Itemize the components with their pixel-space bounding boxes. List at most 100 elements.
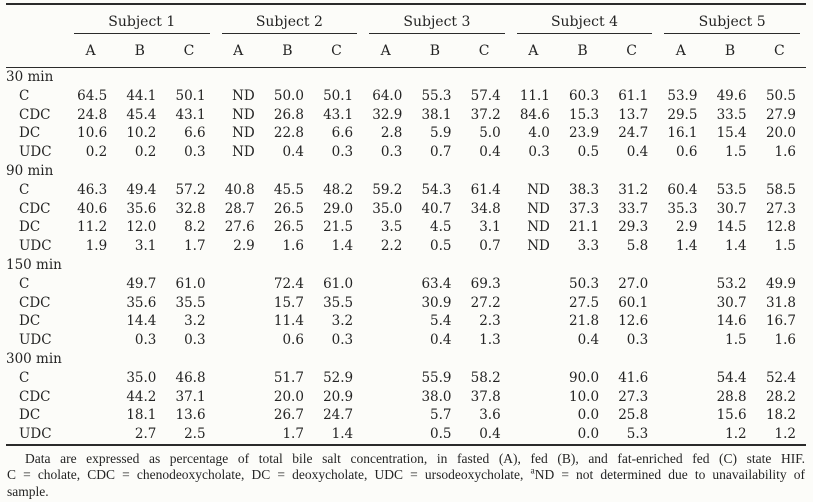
value-cell xyxy=(658,406,707,425)
value-cell: 28.8 xyxy=(716,388,747,405)
value-cell: 37.2 xyxy=(470,106,501,123)
value-cell: 2.3 xyxy=(479,313,501,330)
value-cell: 28.2 xyxy=(765,388,796,405)
value-cell: 26.5 xyxy=(273,200,304,217)
time-group-label: 300 min xyxy=(6,350,62,367)
value-cell: 84.6 xyxy=(519,106,550,123)
value-cell xyxy=(216,388,265,407)
value-cell: 1.4 xyxy=(331,426,354,443)
table-row: DC 11.2 12.0 8.2 27.6 26.5 21.5 3.5 4.5 3.1 ND 21.1… xyxy=(6,218,806,237)
value-cell xyxy=(68,388,117,407)
value-cell: 25.8 xyxy=(618,407,649,424)
condition-header-label: B xyxy=(264,34,314,68)
value-cell: ND xyxy=(232,87,255,104)
subject-header-row: Subject 1 Subject 2 Subject 3 Subject 4 Subj… xyxy=(6,4,806,34)
value-cell: 24.7 xyxy=(323,407,354,424)
value-cell: 59.2 xyxy=(372,181,403,198)
condition-header-label: A xyxy=(363,34,413,68)
value-cell xyxy=(658,425,707,445)
bile-salt-row-label: CDC xyxy=(19,388,51,405)
value-cell: 24.7 xyxy=(618,125,649,142)
value-cell: 22.8 xyxy=(273,125,304,142)
value-cell: 6.6 xyxy=(184,125,206,142)
value-cell xyxy=(511,369,560,388)
value-cell: 53.5 xyxy=(716,181,747,198)
table-footnote: Data are expressed as percentage of tota… xyxy=(7,451,805,500)
value-cell: 0.6 xyxy=(282,332,304,349)
subject-header-cell: Subject 1 xyxy=(68,4,216,34)
value-cell: 4.0 xyxy=(528,125,550,142)
table-row: UDC 0.2 0.2 0.3 ND 0.4 0.3 0.3 0.7 0.4 0.3 0.5 0.4 0.… xyxy=(6,143,806,162)
value-cell: 11.1 xyxy=(519,87,550,104)
value-cell: 35.5 xyxy=(323,294,354,311)
value-cell: 50.3 xyxy=(569,275,600,292)
value-cell: 32.8 xyxy=(175,200,206,217)
value-cell: 50.5 xyxy=(765,87,796,104)
value-cell xyxy=(68,294,117,313)
condition-header-label: B xyxy=(707,34,757,68)
value-cell: 48.2 xyxy=(323,181,354,198)
value-cell: 2.8 xyxy=(380,125,403,142)
bile-salt-row-label: UDC xyxy=(19,144,52,161)
subject-header-label: Subject 1 xyxy=(74,14,210,34)
time-group-row: 150 min xyxy=(6,256,806,275)
value-cell: 1.7 xyxy=(282,426,304,443)
value-cell: 38.3 xyxy=(569,181,600,198)
value-cell: 3.3 xyxy=(577,238,600,255)
time-group-row: 90 min xyxy=(6,162,806,181)
bile-salt-row-label: DC xyxy=(19,313,41,330)
value-cell: 20.0 xyxy=(273,388,304,405)
value-cell: 46.8 xyxy=(175,369,206,386)
table-row: UDC 1.9 3.1 1.7 2.9 1.6 1.4 2.2 0.5 0.7 ND 3.3 5.8 1.… xyxy=(6,237,806,256)
value-cell: 1.2 xyxy=(725,426,747,443)
value-cell: 34.8 xyxy=(470,200,501,217)
bile-salt-row-label: CDC xyxy=(19,294,51,311)
value-cell: 35.0 xyxy=(372,200,403,217)
table-row: UDC 0.3 0.3 0.6 0.3 0.4 1.3 0.4 0.3 1.5 1.6 xyxy=(6,331,806,350)
value-cell: 0.3 xyxy=(331,332,354,349)
value-cell: ND xyxy=(527,238,550,255)
value-cell: 49.6 xyxy=(716,87,747,104)
value-cell xyxy=(658,331,707,350)
value-cell: 3.1 xyxy=(479,219,501,236)
value-cell: 2.7 xyxy=(134,426,157,443)
value-cell: 0.2 xyxy=(85,144,108,161)
value-cell: 0.7 xyxy=(430,144,452,161)
value-cell: 49.7 xyxy=(126,275,157,292)
value-cell: 27.9 xyxy=(765,106,796,123)
value-cell: 0.4 xyxy=(282,144,304,161)
value-cell: 51.7 xyxy=(273,369,304,386)
value-cell: 54.4 xyxy=(716,369,747,386)
subject-header-cell: Subject 2 xyxy=(216,4,364,34)
value-cell: 10.0 xyxy=(569,388,600,405)
bile-salt-row-label: C xyxy=(19,369,30,386)
bile-salt-row-label: DC xyxy=(19,407,41,424)
value-cell xyxy=(658,388,707,407)
value-cell: 53.9 xyxy=(667,87,698,104)
value-cell: 55.3 xyxy=(421,87,452,104)
value-cell xyxy=(363,369,412,388)
value-cell xyxy=(216,294,265,313)
value-cell: 54.3 xyxy=(421,181,452,198)
subject-header-label: Subject 4 xyxy=(516,14,653,34)
value-cell: ND xyxy=(527,200,550,217)
table-row: CDC 24.8 45.4 43.1 ND 26.8 43.1 32.9 38.1 37.2 84.… xyxy=(6,106,806,125)
value-cell: 29.3 xyxy=(618,219,649,236)
value-cell xyxy=(363,312,412,331)
value-cell: 37.3 xyxy=(569,200,600,217)
value-cell xyxy=(511,425,560,445)
condition-header-label: A xyxy=(215,34,265,68)
value-cell: 11.2 xyxy=(77,219,108,236)
value-cell: 0.3 xyxy=(626,332,649,349)
bile-salt-row-label: C xyxy=(19,87,30,104)
bile-salt-table: Subject 1 Subject 2 Subject 3 Subject 4 Subj… xyxy=(6,3,806,446)
value-cell xyxy=(511,331,560,350)
value-cell: 27.0 xyxy=(618,275,649,292)
value-cell: 52.4 xyxy=(765,369,796,386)
value-cell: 28.7 xyxy=(224,200,255,217)
footnote-text: Data are expressed as percentage of tota… xyxy=(25,450,805,466)
value-cell xyxy=(363,425,412,445)
value-cell: 20.0 xyxy=(765,125,796,142)
value-cell: 37.8 xyxy=(470,388,501,405)
value-cell: 0.3 xyxy=(331,144,354,161)
